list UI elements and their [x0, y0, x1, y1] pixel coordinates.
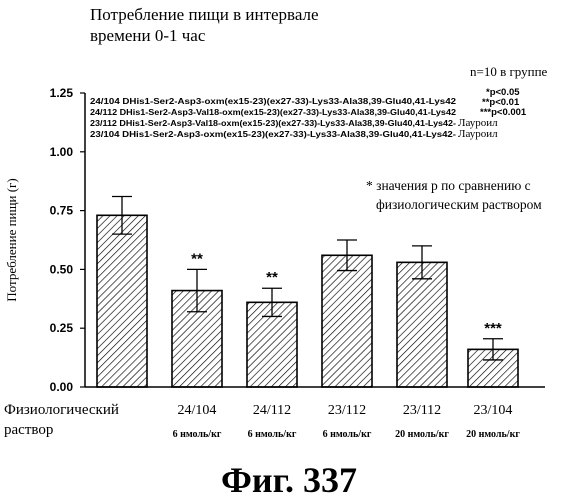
x-category-dose: 20 нмоль/кг	[466, 429, 520, 440]
x-category-dose: 6 нмоль/кг	[248, 429, 297, 440]
significance-note: физиологическим раствором	[376, 197, 542, 212]
significance-stars: **	[266, 269, 278, 286]
x-category-label: раствор	[4, 422, 53, 438]
x-category-label: Физиологический	[4, 402, 119, 418]
compound-legend-code: 24/104 DHis1-Ser2-Asp3-oxm(ex15-23)(ex27…	[90, 96, 456, 106]
y-tick-label: 0.50	[50, 262, 74, 276]
significance-note: * значения р по сравнению с	[366, 178, 531, 193]
significance-stars: ***	[484, 320, 502, 337]
p-value-legend: ***p<0.001	[480, 107, 527, 118]
y-tick-label: 0.25	[50, 321, 74, 335]
x-category-dose: 6 нмоль/кг	[173, 429, 222, 440]
y-tick-label: 0.75	[50, 204, 74, 218]
bar	[97, 215, 147, 387]
x-category-label: 24/104	[178, 403, 217, 418]
chart-title-line: Потребление пищи в интервале	[90, 5, 319, 24]
figure-caption: Фиг. 337	[221, 460, 357, 500]
chart-title-line: времени 0-1 час	[90, 26, 206, 45]
x-category-label: 23/112	[403, 403, 441, 418]
y-tick-label: 1.25	[50, 86, 74, 100]
x-category-label: 23/104	[474, 403, 513, 418]
bar	[322, 255, 372, 387]
y-tick-label: 1.00	[50, 145, 74, 159]
compound-legend-suffix: Лауроил	[458, 128, 498, 140]
y-tick-label: 0.00	[50, 380, 74, 394]
x-category-dose: 20 нмоль/кг	[395, 429, 449, 440]
x-category-dose: 6 нмоль/кг	[323, 429, 372, 440]
bar	[397, 262, 447, 387]
compound-legend-code: 24/112 DHis1-Ser2-Asp3-Val18-oxm(ex15-23…	[90, 107, 456, 117]
compound-legend-code: 23/112 DHis1-Ser2-Asp3-Val18-oxm(ex15-23…	[90, 118, 456, 128]
compound-legend-code: 23/104 DHis1-Ser2-Asp3-oxm(ex15-23)(ex27…	[90, 129, 456, 139]
significance-stars: **	[191, 250, 203, 267]
y-axis-label: Потребление пищи (г)	[4, 178, 19, 301]
x-category-label: 24/112	[253, 403, 291, 418]
group-size-label: n=10 в группе	[470, 64, 548, 79]
x-category-label: 23/112	[328, 403, 366, 418]
